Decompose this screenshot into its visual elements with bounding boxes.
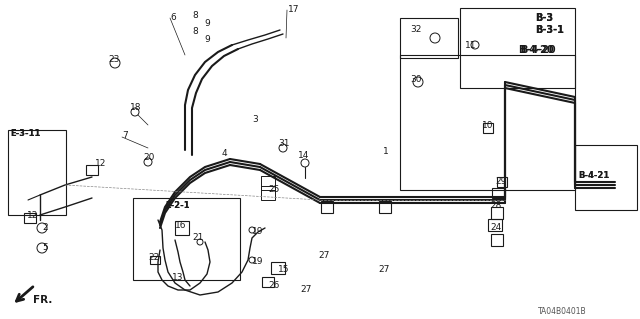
Text: B-4-20: B-4-20	[518, 45, 554, 55]
Bar	[321, 201, 333, 213]
Text: B-4-21: B-4-21	[578, 170, 609, 180]
Text: 27: 27	[378, 265, 389, 275]
Text: B-4-21: B-4-21	[578, 170, 609, 180]
Text: 16: 16	[175, 220, 186, 229]
Circle shape	[144, 158, 152, 166]
Circle shape	[110, 58, 120, 68]
Text: 19: 19	[252, 257, 264, 266]
Text: 18: 18	[130, 103, 141, 113]
Text: 6: 6	[170, 13, 176, 23]
Text: 31: 31	[278, 138, 289, 147]
Circle shape	[37, 223, 47, 233]
Text: TA04B0401B: TA04B0401B	[538, 308, 587, 316]
Text: E-3-11: E-3-11	[10, 130, 40, 138]
Text: 20: 20	[143, 152, 154, 161]
Text: 27: 27	[300, 286, 312, 294]
Circle shape	[37, 243, 47, 253]
Text: B-3-1: B-3-1	[535, 25, 564, 35]
Circle shape	[430, 33, 440, 43]
Bar	[150, 256, 160, 264]
Text: 1: 1	[383, 147, 388, 157]
Bar	[379, 201, 391, 213]
Circle shape	[249, 227, 255, 233]
Bar	[400, 55, 575, 190]
Circle shape	[279, 144, 287, 152]
Text: FR.: FR.	[33, 295, 52, 305]
Text: 10: 10	[482, 121, 493, 130]
Text: 8: 8	[192, 11, 198, 20]
Bar	[175, 221, 189, 235]
Bar	[261, 176, 275, 190]
Text: 12: 12	[95, 159, 106, 167]
Bar	[262, 277, 274, 287]
Text: B-3: B-3	[535, 13, 553, 23]
Text: 17: 17	[288, 5, 300, 14]
Bar	[575, 145, 637, 210]
Text: B-4-20: B-4-20	[520, 45, 556, 55]
Text: 5: 5	[42, 243, 48, 253]
Text: 25: 25	[268, 186, 280, 195]
Bar	[483, 123, 493, 133]
Text: E-2-1: E-2-1	[165, 201, 189, 210]
Text: 29: 29	[495, 177, 506, 187]
Text: 21: 21	[192, 234, 204, 242]
Text: 22: 22	[148, 254, 159, 263]
Bar	[86, 165, 98, 175]
Bar	[24, 213, 36, 223]
Bar	[261, 186, 275, 200]
Text: E-2-1: E-2-1	[165, 201, 189, 210]
Text: 11: 11	[465, 41, 477, 49]
Bar	[271, 262, 285, 274]
Text: 7: 7	[122, 130, 128, 139]
Bar	[8, 130, 66, 215]
Text: 14: 14	[298, 151, 309, 160]
Bar	[488, 219, 502, 231]
Text: 23: 23	[108, 56, 120, 64]
Text: 26: 26	[268, 280, 280, 290]
Circle shape	[413, 77, 423, 87]
Text: 9: 9	[204, 19, 210, 28]
Text: 9: 9	[204, 35, 210, 44]
Bar	[460, 8, 575, 88]
Circle shape	[301, 159, 309, 167]
Circle shape	[197, 239, 203, 245]
Text: 19: 19	[252, 227, 264, 236]
Text: 13: 13	[172, 273, 184, 283]
Circle shape	[249, 257, 255, 263]
Text: 8: 8	[192, 27, 198, 36]
Bar	[491, 207, 503, 219]
Text: 15: 15	[278, 265, 289, 275]
Bar	[491, 234, 503, 246]
Text: 3: 3	[252, 115, 258, 124]
Text: 32: 32	[410, 26, 421, 34]
Text: 30: 30	[410, 76, 422, 85]
Bar	[400, 18, 458, 58]
Text: 2: 2	[42, 224, 47, 233]
Text: E-3-11: E-3-11	[10, 130, 40, 138]
Circle shape	[471, 41, 479, 49]
Text: 4: 4	[222, 149, 228, 158]
Text: 12: 12	[27, 211, 38, 219]
Text: B-3: B-3	[535, 13, 553, 23]
Text: 27: 27	[318, 250, 330, 259]
Text: 28: 28	[490, 201, 501, 210]
Bar	[497, 177, 507, 187]
Text: 24: 24	[490, 224, 501, 233]
Bar	[492, 188, 504, 198]
Text: B-3-1: B-3-1	[535, 25, 564, 35]
Circle shape	[131, 108, 139, 116]
Bar	[133, 198, 240, 280]
